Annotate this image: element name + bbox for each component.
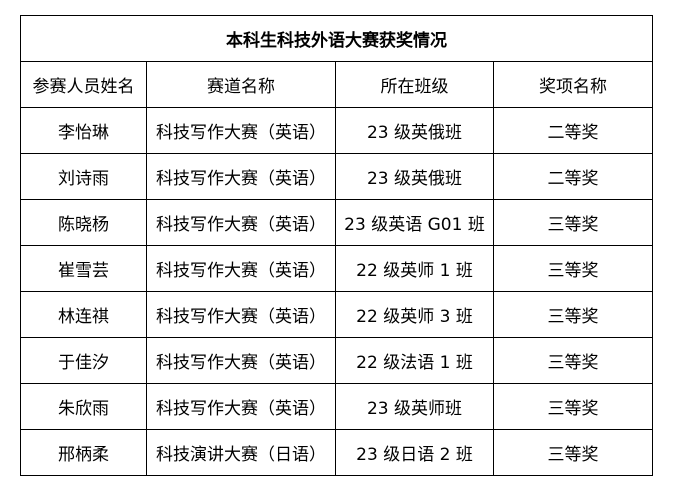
cell-award: 三等奖 xyxy=(493,291,653,338)
table-row: 于佳汐 科技写作大赛（英语） 22 级法语 1 班三等奖 xyxy=(20,337,653,384)
table-row: 朱欣雨 科技写作大赛（英语） 23 级英师班 三等奖 xyxy=(20,383,653,430)
awards-table: 本科生科技外语大赛获奖情况 参赛人员姓名 赛道名称 所在班级 奖项名称 李怡琳科… xyxy=(20,15,653,476)
cell-name: 刘诗雨 xyxy=(20,153,147,200)
table-row: 李怡琳 科技写作大赛（英语） 23 级英俄班 二等奖 xyxy=(20,107,653,154)
cell-name: 朱欣雨 xyxy=(20,383,147,430)
cell-track: 科技写作大赛（英语） xyxy=(146,199,336,246)
cell-track: 科技写作大赛（英语） xyxy=(146,245,336,292)
cell-class: 23 级英俄班 xyxy=(335,153,494,200)
cell-name: 邢柄柔 xyxy=(20,429,147,476)
header-award: 奖项名称 xyxy=(493,61,653,108)
table-row: 崔雪芸 科技写作大赛（英语） 22 级英师 1 班三等奖 xyxy=(20,245,653,292)
cell-award: 三等奖 xyxy=(493,245,653,292)
cell-track: 科技写作大赛（英语） xyxy=(146,337,336,384)
cell-award: 二等奖 xyxy=(493,153,653,200)
header-name: 参赛人员姓名 xyxy=(20,61,147,108)
cell-class: 23 级英俄班 xyxy=(335,107,494,154)
table-row: 邢柄柔 科技演讲大赛（日语） 23 级日语 2 班三等奖 xyxy=(20,429,653,476)
cell-class: 22 级英师 1 班 xyxy=(335,245,494,292)
table-title: 本科生科技外语大赛获奖情况 xyxy=(20,15,653,62)
table-row: 陈晓杨 科技写作大赛（英语） 23 级英语 G01 班三等奖 xyxy=(20,199,653,246)
cell-class: 23 级英语 G01 班 xyxy=(335,199,494,246)
cell-track: 科技写作大赛（英语） xyxy=(146,383,336,430)
cell-award: 二等奖 xyxy=(493,107,653,154)
cell-track: 科技演讲大赛（日语） xyxy=(146,429,336,476)
table-row: 林连祺 科技写作大赛（英语） 22 级英师 3 班三等奖 xyxy=(20,291,653,338)
cell-track: 科技写作大赛（英语） xyxy=(146,107,336,154)
cell-track: 科技写作大赛（英语） xyxy=(146,153,336,200)
cell-award: 三等奖 xyxy=(493,199,653,246)
table-row: 刘诗雨 科技写作大赛（英语） 23 级英俄班 二等奖 xyxy=(20,153,653,200)
cell-award: 三等奖 xyxy=(493,337,653,384)
cell-track: 科技写作大赛（英语） xyxy=(146,291,336,338)
cell-award: 三等奖 xyxy=(493,383,653,430)
cell-class: 22 级法语 1 班 xyxy=(335,337,494,384)
title-row: 本科生科技外语大赛获奖情况 xyxy=(20,15,653,62)
cell-award: 三等奖 xyxy=(493,429,653,476)
cell-name: 林连祺 xyxy=(20,291,147,338)
cell-name: 于佳汐 xyxy=(20,337,147,384)
header-class: 所在班级 xyxy=(335,61,494,108)
header-row: 参赛人员姓名 赛道名称 所在班级 奖项名称 xyxy=(20,61,653,108)
cell-class: 22 级英师 3 班 xyxy=(335,291,494,338)
cell-class: 23 级英师班 xyxy=(335,383,494,430)
cell-name: 李怡琳 xyxy=(20,107,147,154)
cell-class: 23 级日语 2 班 xyxy=(335,429,494,476)
cell-name: 陈晓杨 xyxy=(20,199,147,246)
cell-name: 崔雪芸 xyxy=(20,245,147,292)
header-track: 赛道名称 xyxy=(146,61,336,108)
